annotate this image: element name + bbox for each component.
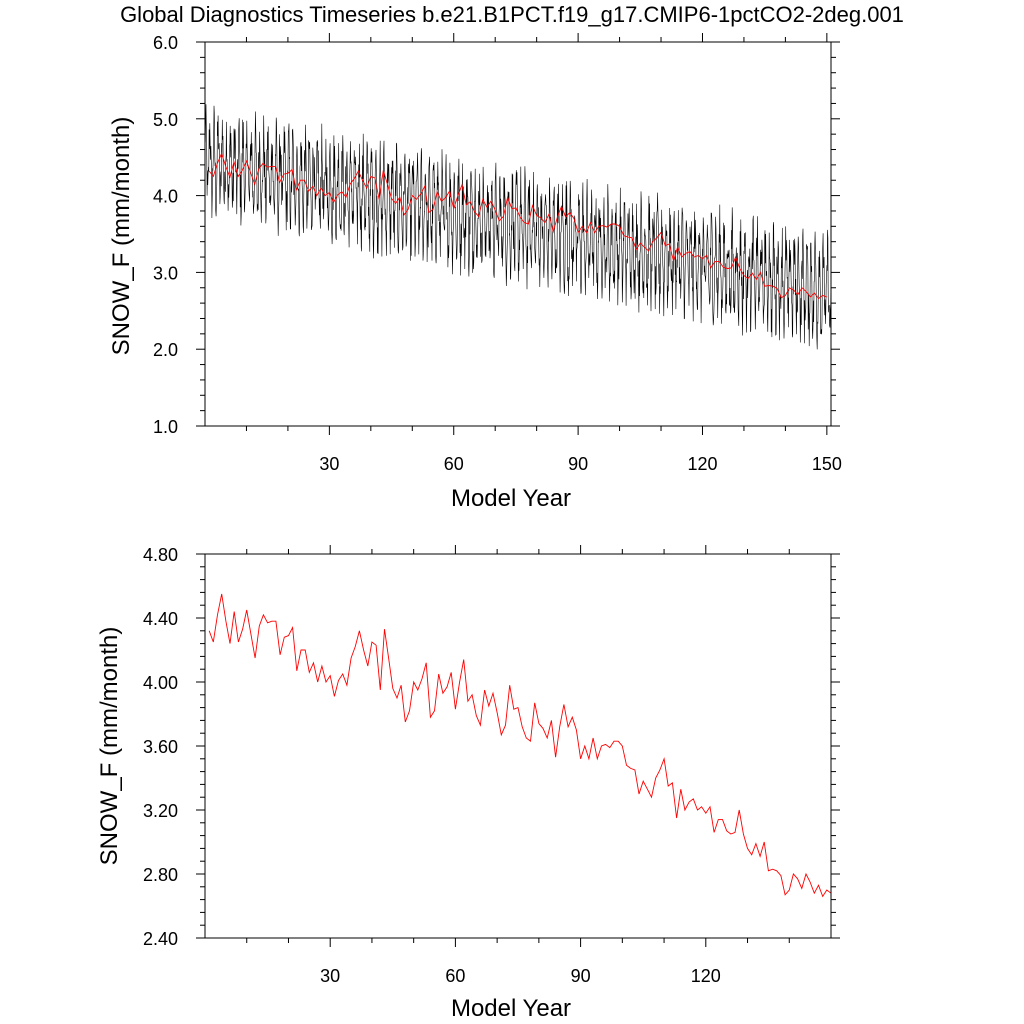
top-y-axis-label: SNOW_F (mm/month): [108, 117, 135, 356]
top-tick-labels: 1.0 2.0 3.0 4.0 5.0 6.0 30 60 90 120 150: [153, 33, 842, 474]
top-ticks-layer: [196, 33, 840, 435]
bottom-y-tick-label: 3.20: [143, 801, 178, 821]
bottom-x-axis-label: Model Year: [451, 995, 571, 1022]
bottom-y-tick-label: 3.60: [143, 737, 178, 757]
top-x-tick-label: 120: [687, 454, 717, 474]
top-x-tick-label: 90: [568, 454, 588, 474]
top-y-tick-label: 1.0: [153, 417, 178, 437]
top-y-tick-label: 5.0: [153, 110, 178, 130]
bottom-y-tick-label: 4.80: [143, 545, 178, 565]
bottom-x-tick-label: 30: [320, 966, 340, 986]
top-y-tick-label: 2.0: [153, 340, 178, 360]
top-panel: 1.0 2.0 3.0 4.0 5.0 6.0 30 60 90 120 150 Model Yea…: [108, 33, 842, 512]
top-x-tick-label: 30: [319, 454, 339, 474]
bottom-x-tick-label: 120: [691, 966, 721, 986]
bottom-y-tick-label: 2.80: [143, 865, 178, 885]
bottom-series-layer: [208, 593, 832, 898]
top-annual-mean-line: [208, 152, 828, 300]
bottom-y-tick-label: 4.00: [143, 673, 178, 693]
bottom-y-tick-label: 2.40: [143, 929, 178, 949]
top-y-tick-label: 4.0: [153, 187, 178, 207]
bottom-x-tick-label: 60: [445, 966, 465, 986]
bottom-panel: 2.40 2.80 3.20 3.60 4.00 4.40 4.80 30 60 90 120 Mo…: [96, 545, 840, 1022]
top-x-axis-label: Model Year: [451, 485, 571, 512]
bottom-y-tick-label: 4.40: [143, 609, 178, 629]
top-y-tick-label: 3.0: [153, 263, 178, 283]
bottom-y-axis-label: SNOW_F (mm/month): [96, 627, 123, 866]
bottom-ticks-layer: [196, 545, 840, 947]
page-title: Global Diagnostics Timeseries b.e21.B1PC…: [120, 2, 904, 27]
bottom-tick-labels: 2.40 2.80 3.20 3.60 4.00 4.40 4.80 30 60 90 120: [143, 545, 721, 986]
bottom-x-tick-label: 90: [571, 966, 591, 986]
top-series-layer: [204, 104, 832, 350]
top-y-tick-label: 6.0: [153, 33, 178, 53]
top-plot-frame: [204, 41, 832, 427]
bottom-plot-frame: [204, 553, 832, 939]
bottom-annual-mean-line: [208, 593, 832, 898]
top-x-tick-label: 150: [812, 454, 842, 474]
top-x-tick-label: 60: [444, 454, 464, 474]
top-monthly-series-line: [204, 104, 832, 350]
